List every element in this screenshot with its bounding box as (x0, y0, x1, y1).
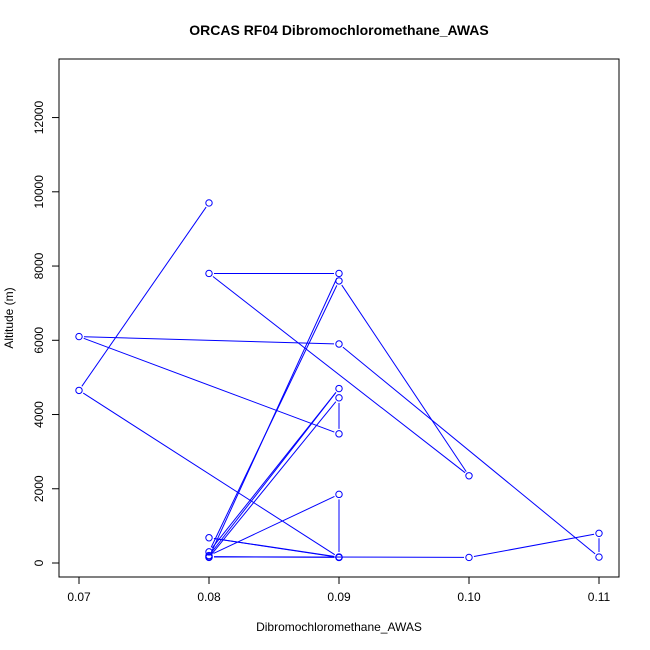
series-lines (81, 206, 600, 558)
series-points (75, 199, 603, 562)
series-segment (213, 537, 335, 557)
data-point (75, 332, 83, 341)
y-tick-label: 4000 (32, 401, 46, 428)
y-axis-label: Altitude (m) (2, 287, 16, 348)
data-point (205, 548, 213, 556)
series-segment (212, 276, 466, 474)
y-tick-label: 0 (32, 559, 46, 566)
data-point (335, 490, 343, 499)
y-axis: 0 2000 4000 6000 8000 10000 12000 (32, 101, 60, 566)
data-point (465, 472, 473, 480)
series-segment (473, 533, 595, 558)
x-tick-label: 0.11 (588, 590, 611, 604)
data-point (335, 269, 343, 278)
series-segment (341, 284, 467, 472)
y-tick-label: 2000 (32, 475, 46, 502)
series-segment (83, 336, 335, 345)
data-point (335, 277, 343, 285)
data-point (75, 386, 83, 395)
x-tick-label: 0.08 (197, 590, 221, 604)
data-point (205, 269, 213, 278)
y-tick-label: 10000 (32, 175, 46, 209)
data-point (335, 430, 343, 438)
x-tick-label: 0.09 (327, 590, 351, 604)
x-axis-label: Dibromochloromethane_AWAS (256, 620, 422, 634)
data-point (465, 553, 473, 562)
plot-frame (58, 58, 620, 578)
x-tick-label: 0.10 (457, 590, 481, 604)
data-point (205, 199, 213, 207)
data-point (595, 529, 603, 538)
y-tick-label: 12000 (32, 101, 46, 135)
y-tick-label: 8000 (32, 252, 46, 279)
data-point (335, 394, 343, 402)
series-segment (210, 277, 338, 554)
series-segment (82, 392, 336, 556)
series-segment (83, 337, 335, 433)
chart-title: ORCAS RF04 Dibromochloromethane_AWAS (189, 22, 489, 38)
data-point (205, 553, 213, 561)
data-point (335, 384, 343, 393)
series-segment (211, 401, 337, 554)
data-point (335, 553, 343, 561)
series-segment (81, 206, 207, 387)
data-point (205, 534, 213, 542)
x-axis: 0.07 0.08 0.09 0.10 0.11 (67, 576, 611, 604)
y-tick-label: 6000 (32, 327, 46, 354)
data-point (335, 340, 343, 348)
series-segment (213, 496, 335, 554)
series-segment (211, 392, 337, 549)
data-point (595, 553, 603, 561)
x-tick-label: 0.07 (67, 590, 91, 604)
series-segment (342, 346, 596, 555)
